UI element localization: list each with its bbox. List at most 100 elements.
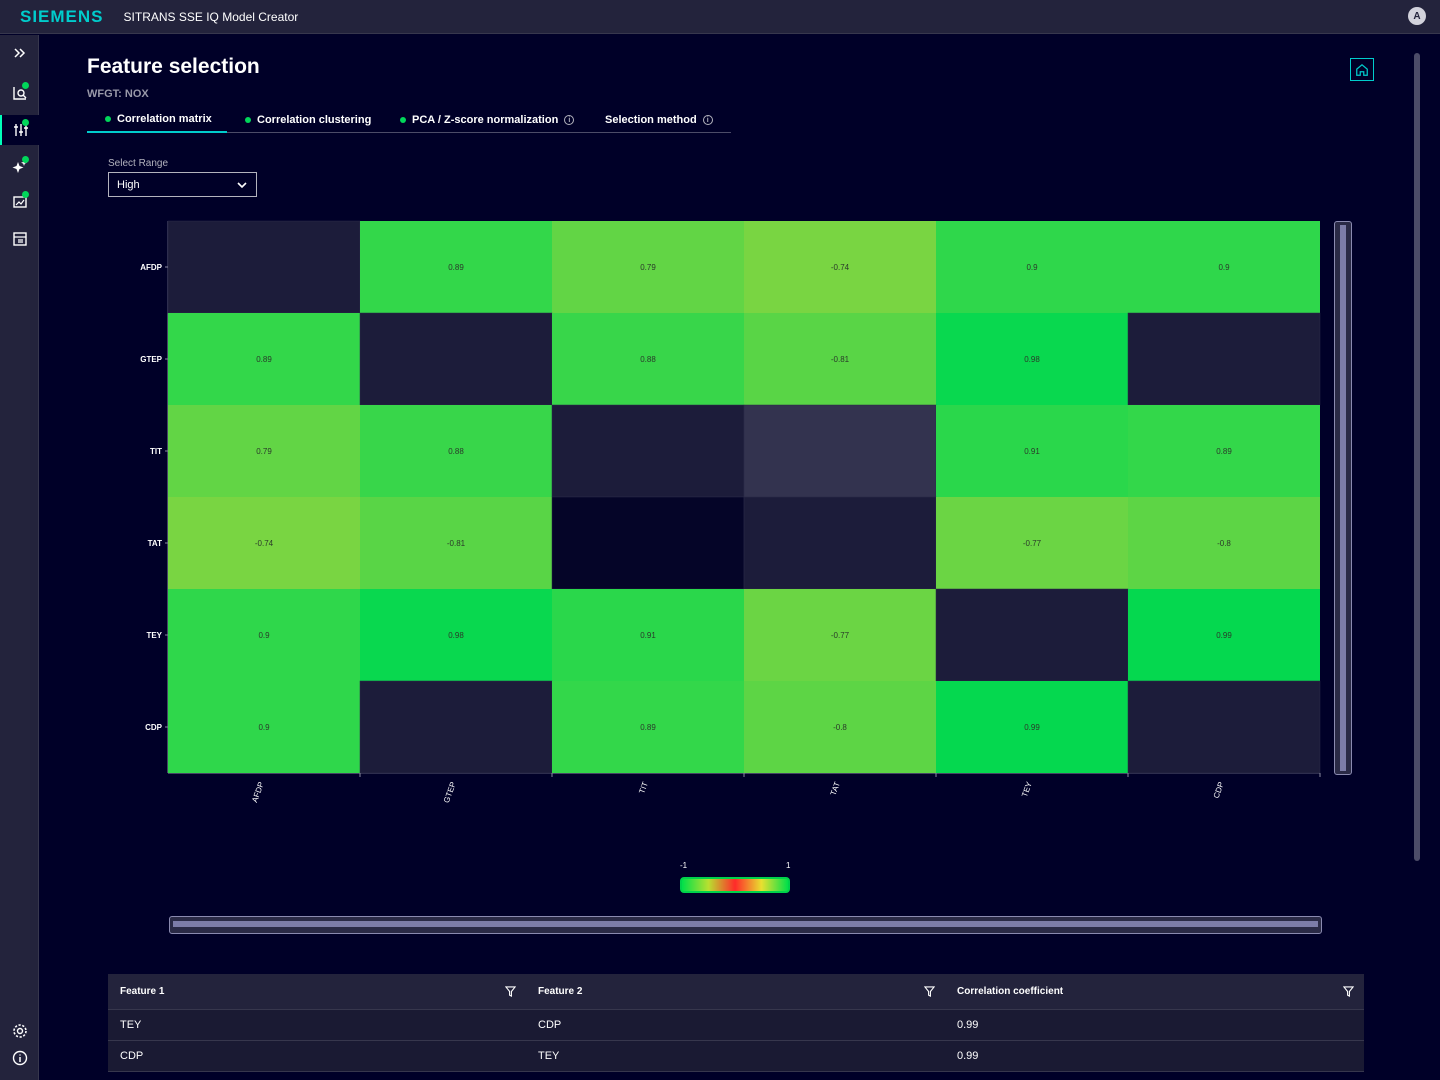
legend-min: -1 (680, 861, 688, 870)
heatmap-cell[interactable] (936, 221, 1128, 313)
home-button[interactable] (1350, 58, 1374, 81)
heatmap-cell[interactable] (744, 221, 936, 313)
expand-sidebar-button[interactable] (0, 38, 39, 68)
y-tick-label: TIT (150, 447, 162, 456)
heatmap-cell[interactable] (1127, 680, 1321, 774)
heatmap-cell[interactable] (360, 589, 552, 681)
range-value: High (117, 178, 140, 191)
vertical-zoom-slider[interactable] (1334, 221, 1352, 775)
heatmap-cell[interactable] (936, 313, 1128, 405)
tab-pca-normalization[interactable]: PCA / Z-score normalization i (400, 107, 575, 133)
feature-selection-tabs: Correlation matrix Correlation clusterin… (87, 107, 731, 133)
sidebar-item-feature-selection[interactable] (0, 115, 39, 145)
heatmap-cell[interactable] (360, 221, 552, 313)
heatmap-cell[interactable] (936, 497, 1128, 589)
completed-dot (22, 82, 29, 89)
x-tick-label: TIT (637, 781, 650, 795)
completed-dot (105, 116, 111, 122)
user-avatar[interactable]: A (1408, 7, 1426, 25)
heatmap-cell[interactable] (552, 221, 744, 313)
heatmap-cell-label: -0.81 (831, 355, 850, 364)
heatmap-cell-label: 0.91 (640, 631, 656, 640)
column-header-feature-2[interactable]: Feature 2 (526, 974, 945, 1009)
heatmap-cell[interactable] (552, 589, 744, 681)
heatmap-cell[interactable] (551, 496, 745, 590)
tab-label: Correlation matrix (117, 113, 212, 125)
completed-dot (245, 117, 251, 123)
heatmap-cell-label: 0.9 (258, 723, 270, 732)
info-icon[interactable]: i (564, 115, 575, 125)
tab-correlation-matrix[interactable]: Correlation matrix (87, 107, 227, 133)
tab-selection-method[interactable]: Selection method i (605, 107, 713, 133)
heatmap-cell[interactable] (167, 220, 361, 314)
sidebar-item-info[interactable] (0, 1043, 39, 1073)
correlation-heatmap: 0.89 0.79 -0.74 0.9 0.9 0.89 0.88 -0.81 0.98 0.79… (140, 220, 1321, 804)
heatmap-cell[interactable] (743, 496, 937, 590)
range-select[interactable]: High (108, 172, 257, 197)
page-scrollbar[interactable] (1414, 53, 1420, 861)
heatmap-cell[interactable] (552, 313, 744, 405)
filter-icon[interactable] (924, 986, 935, 997)
heatmap-cell[interactable] (936, 681, 1128, 773)
heatmap-cell[interactable] (1128, 405, 1320, 497)
heatmap-cell[interactable] (1128, 497, 1320, 589)
heatmap-cell[interactable] (1128, 221, 1320, 313)
sidebar-item-evaluation[interactable] (0, 187, 39, 217)
legend-max: 1 (786, 861, 791, 870)
heatmap-cell-label: -0.8 (1217, 539, 1231, 548)
tab-correlation-clustering[interactable]: Correlation clustering (245, 107, 371, 133)
heatmap-cell[interactable] (744, 313, 936, 405)
chevron-down-icon (237, 182, 247, 189)
table-row[interactable]: TEY CDP 0.99 (108, 1010, 1364, 1041)
sidebar-item-model-training[interactable] (0, 152, 39, 182)
heatmap-cell[interactable] (168, 681, 360, 773)
sidebar-item-data-analysis[interactable] (0, 78, 39, 108)
heatmap-cell[interactable] (168, 589, 360, 681)
x-tick-label: AFDP (250, 781, 266, 804)
heatmap-cell[interactable] (551, 404, 745, 498)
main-content: Feature selection WFGT: NOX Correlation … (40, 35, 1440, 1080)
heatmap-cell-label: -0.74 (255, 539, 274, 548)
slider-track[interactable] (173, 921, 1318, 927)
heatmap-cell[interactable] (1128, 589, 1320, 681)
completed-dot (22, 191, 29, 198)
table-header: Feature 1 Feature 2 Correlation coeffici… (108, 974, 1364, 1010)
filter-icon[interactable] (1343, 986, 1354, 997)
range-label: Select Range (108, 158, 169, 169)
heatmap-cell[interactable] (360, 497, 552, 589)
sidebar-item-settings[interactable] (0, 1016, 39, 1046)
heatmap-cell[interactable] (744, 589, 936, 681)
correlation-table: Feature 1 Feature 2 Correlation coeffici… (108, 974, 1364, 1072)
heatmap-cell[interactable] (1127, 312, 1321, 406)
table-row[interactable]: CDP TEY 0.99 (108, 1041, 1364, 1072)
sidebar-item-deployment[interactable] (0, 224, 39, 254)
table-cell: CDP (120, 1050, 144, 1062)
deployment-icon (12, 232, 27, 246)
heatmap-cell[interactable] (744, 681, 936, 773)
table-cell: CDP (538, 1019, 562, 1031)
heatmap-cell-label: 0.79 (256, 447, 272, 456)
heatmap-cell[interactable] (935, 588, 1129, 682)
heatmap-cell[interactable] (359, 312, 553, 406)
y-tick-label: TEY (146, 631, 162, 640)
column-header-feature-1[interactable]: Feature 1 (108, 974, 526, 1009)
heatmap-cell[interactable] (552, 681, 744, 773)
horizontal-zoom-slider[interactable] (169, 916, 1322, 934)
page-title: Feature selection (87, 55, 260, 78)
slider-track[interactable] (1340, 225, 1346, 771)
completed-dot (400, 117, 406, 123)
legend-gradient[interactable] (680, 877, 790, 893)
table-cell: 0.99 (957, 1019, 979, 1031)
heatmap-cell-label: 0.89 (256, 355, 272, 364)
column-header-correlation-coefficient[interactable]: Correlation coefficient (945, 974, 1364, 1009)
heatmap-cell[interactable] (359, 680, 553, 774)
heatmap-cell[interactable] (168, 313, 360, 405)
filter-icon[interactable] (505, 986, 516, 997)
heatmap-cell[interactable] (168, 497, 360, 589)
heatmap-cell[interactable] (743, 404, 937, 498)
sidebar (0, 35, 39, 1080)
heatmap-cell[interactable] (360, 405, 552, 497)
heatmap-cell[interactable] (936, 405, 1128, 497)
heatmap-cell[interactable] (168, 405, 360, 497)
info-icon[interactable]: i (702, 115, 713, 125)
